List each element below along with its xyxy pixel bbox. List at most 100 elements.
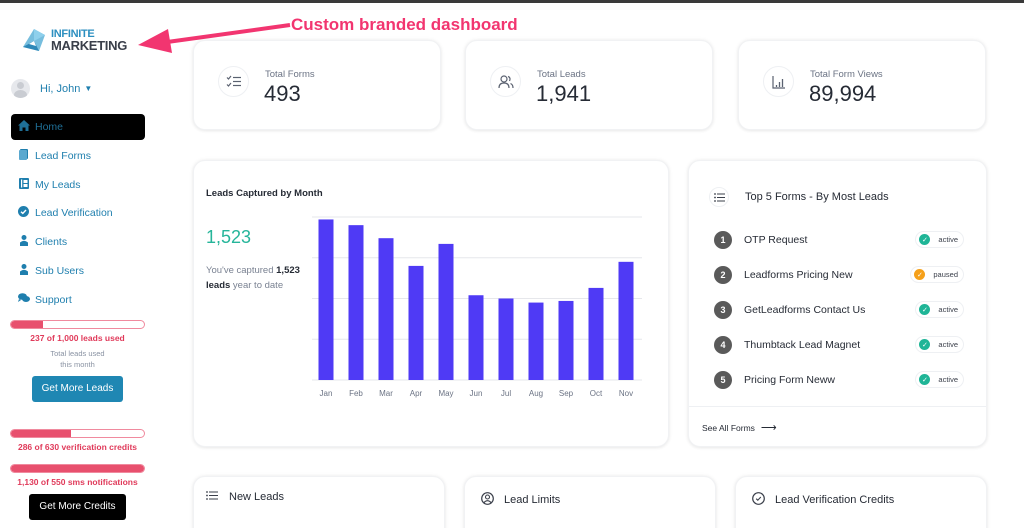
see-all-label: See All Forms [702, 423, 755, 433]
verification-usage-bar [10, 429, 145, 438]
stat-value: 89,994 [809, 81, 877, 106]
bar-sep[interactable] [558, 300, 574, 380]
lead-verification-credits-card: Lead Verification Credits [735, 476, 987, 528]
x-tick-label: Nov [619, 389, 633, 398]
status-badge: ✓ active [915, 231, 964, 248]
check-circle-icon [17, 206, 30, 220]
status-text: active [938, 235, 958, 244]
check-icon: ✓ [919, 304, 931, 315]
sidebar-item-sub-users[interactable]: Sub Users [11, 258, 145, 284]
desc-suffix: year to date [230, 280, 284, 291]
stat-card-total-leads: Total Leads 1,941 [465, 40, 713, 130]
sidebar-item-lead-verification[interactable]: Lead Verification [11, 200, 145, 226]
sidebar-item-label: Lead Forms [35, 149, 92, 162]
status-badge: ✓ paused [910, 266, 964, 283]
sidebar-nav: Home Lead Forms My Leads Lead Verificati… [11, 114, 145, 316]
rank-badge: 2 [714, 265, 732, 284]
form-name-link[interactable]: Thumbtack Lead Magnet [744, 338, 861, 351]
x-tick-label: Aug [529, 389, 543, 398]
sidebar: INFINITE MARKETING Hi, John ▼ Home Lead … [0, 3, 170, 528]
stat-label: Total Leads [537, 69, 586, 80]
user-icon [17, 235, 30, 249]
x-tick-label: Feb [349, 389, 363, 398]
bar-jun[interactable] [468, 295, 484, 380]
bar-aug[interactable] [528, 302, 544, 380]
new-leads-card: New Leads [193, 476, 445, 528]
desc-bold: 1,523 leads [206, 265, 300, 291]
sms-usage-label: 1,130 of 550 sms notifications [17, 477, 138, 487]
desc-prefix: You've captured [206, 265, 277, 276]
see-all-forms-link[interactable]: See All Forms ⟶ [702, 421, 777, 434]
top-form-row: 5 Pricing Form Neww ✓ active [714, 362, 964, 397]
bar-jul[interactable] [498, 298, 514, 381]
top-forms-title: Top 5 Forms - By Most Leads [745, 191, 889, 203]
bar-jan[interactable] [318, 219, 334, 380]
status-badge: ✓ active [915, 336, 964, 353]
leads-usage-subtext-line1: Total leads used [50, 349, 105, 358]
annotation-arrow [138, 23, 291, 53]
stat-label: Total Form Views [810, 69, 883, 80]
avatar [11, 79, 30, 98]
leads-by-month-card: Leads Captured by Month 1,523 You've cap… [193, 160, 669, 447]
rank-badge: 4 [714, 335, 732, 354]
bar-feb[interactable] [348, 225, 364, 380]
top-forms-list: 1 OTP Request ✓ active 2 Leadforms Pricing Ne… [714, 222, 964, 397]
bar-oct[interactable] [588, 287, 604, 380]
card-title: Lead Limits [504, 494, 561, 506]
sidebar-item-home[interactable]: Home [11, 114, 145, 140]
leads-ytd-total: 1,523 [206, 227, 252, 247]
leads-usage-label: 237 of 1,000 leads used [30, 333, 125, 343]
bar-may[interactable] [438, 243, 454, 380]
card-title: New Leads [229, 491, 285, 503]
sidebar-item-my-leads[interactable]: My Leads [11, 172, 145, 198]
form-name-link[interactable]: GetLeadforms Contact Us [744, 303, 866, 316]
sidebar-item-clients[interactable]: Clients [11, 229, 145, 255]
chat-bubbles-icon [17, 293, 30, 306]
top-forms-card: Top 5 Forms - By Most Leads 1 OTP Request… [688, 160, 987, 447]
stat-card-total-form-views: Total Form Views 89,994 [738, 40, 986, 130]
user-menu[interactable]: Hi, John ▼ [11, 79, 92, 98]
annotation-label: Custom branded dashboard [291, 15, 518, 34]
bar-apr[interactable] [408, 265, 424, 380]
status-text: active [938, 305, 958, 314]
sidebar-item-label: Home [35, 121, 64, 133]
bar-nov[interactable] [618, 261, 634, 380]
leads-bar-chart: Jan Feb Mar Apr May Jun Jul Aug Sep Oct Nov [312, 216, 642, 398]
brand-logo[interactable]: INFINITE MARKETING [19, 27, 127, 53]
x-tick-label: Jun [470, 389, 483, 398]
sidebar-item-label: Sub Users [35, 264, 85, 277]
leads-usage: 237 of 1,000 leads used Total leads used… [10, 320, 145, 402]
check-icon: ✓ [914, 269, 926, 280]
x-tick-label: Apr [410, 389, 423, 398]
get-more-leads-button[interactable]: Get More Leads [31, 376, 124, 402]
divider [689, 406, 986, 407]
check-icon: ✓ [919, 339, 931, 350]
form-name-link[interactable]: Pricing Form Neww [744, 373, 836, 386]
status-badge: ✓ active [915, 371, 964, 388]
sidebar-item-lead-forms[interactable]: Lead Forms [11, 143, 145, 169]
user-greeting: Hi, John [40, 82, 81, 95]
leads-ytd-description: You've captured 1,523 leads year to date [206, 263, 306, 293]
top-form-row: 2 Leadforms Pricing New ✓ paused [714, 257, 964, 292]
status-text: active [938, 375, 958, 384]
user-icon [17, 263, 30, 278]
top-form-row: 3 GetLeadforms Contact Us ✓ active [714, 292, 964, 327]
user-circle-icon [480, 492, 494, 508]
bar-mar[interactable] [378, 238, 394, 380]
x-tick-label: May [438, 389, 453, 398]
top-form-row: 1 OTP Request ✓ active [714, 222, 964, 257]
rank-badge: 5 [714, 370, 732, 389]
check-circle-outline-icon [751, 492, 765, 508]
caret-down-icon: ▼ [84, 84, 93, 93]
sms-usage: 1,130 of 550 sms notifications Get More … [10, 464, 145, 520]
verification-usage-label: 286 of 630 verification credits [17, 442, 138, 452]
form-name-link[interactable]: OTP Request [744, 233, 808, 246]
verification-usage-bar-fill [11, 430, 72, 437]
form-name-link[interactable]: Leadforms Pricing New [744, 268, 853, 281]
arrow-right-icon: ⟶ [760, 422, 777, 434]
get-more-credits-button[interactable]: Get More Credits [29, 494, 126, 520]
sidebar-item-support[interactable]: Support [11, 287, 145, 313]
x-tick-label: Oct [590, 389, 603, 398]
check-icon: ✓ [919, 234, 931, 245]
sms-usage-bar [10, 464, 145, 473]
